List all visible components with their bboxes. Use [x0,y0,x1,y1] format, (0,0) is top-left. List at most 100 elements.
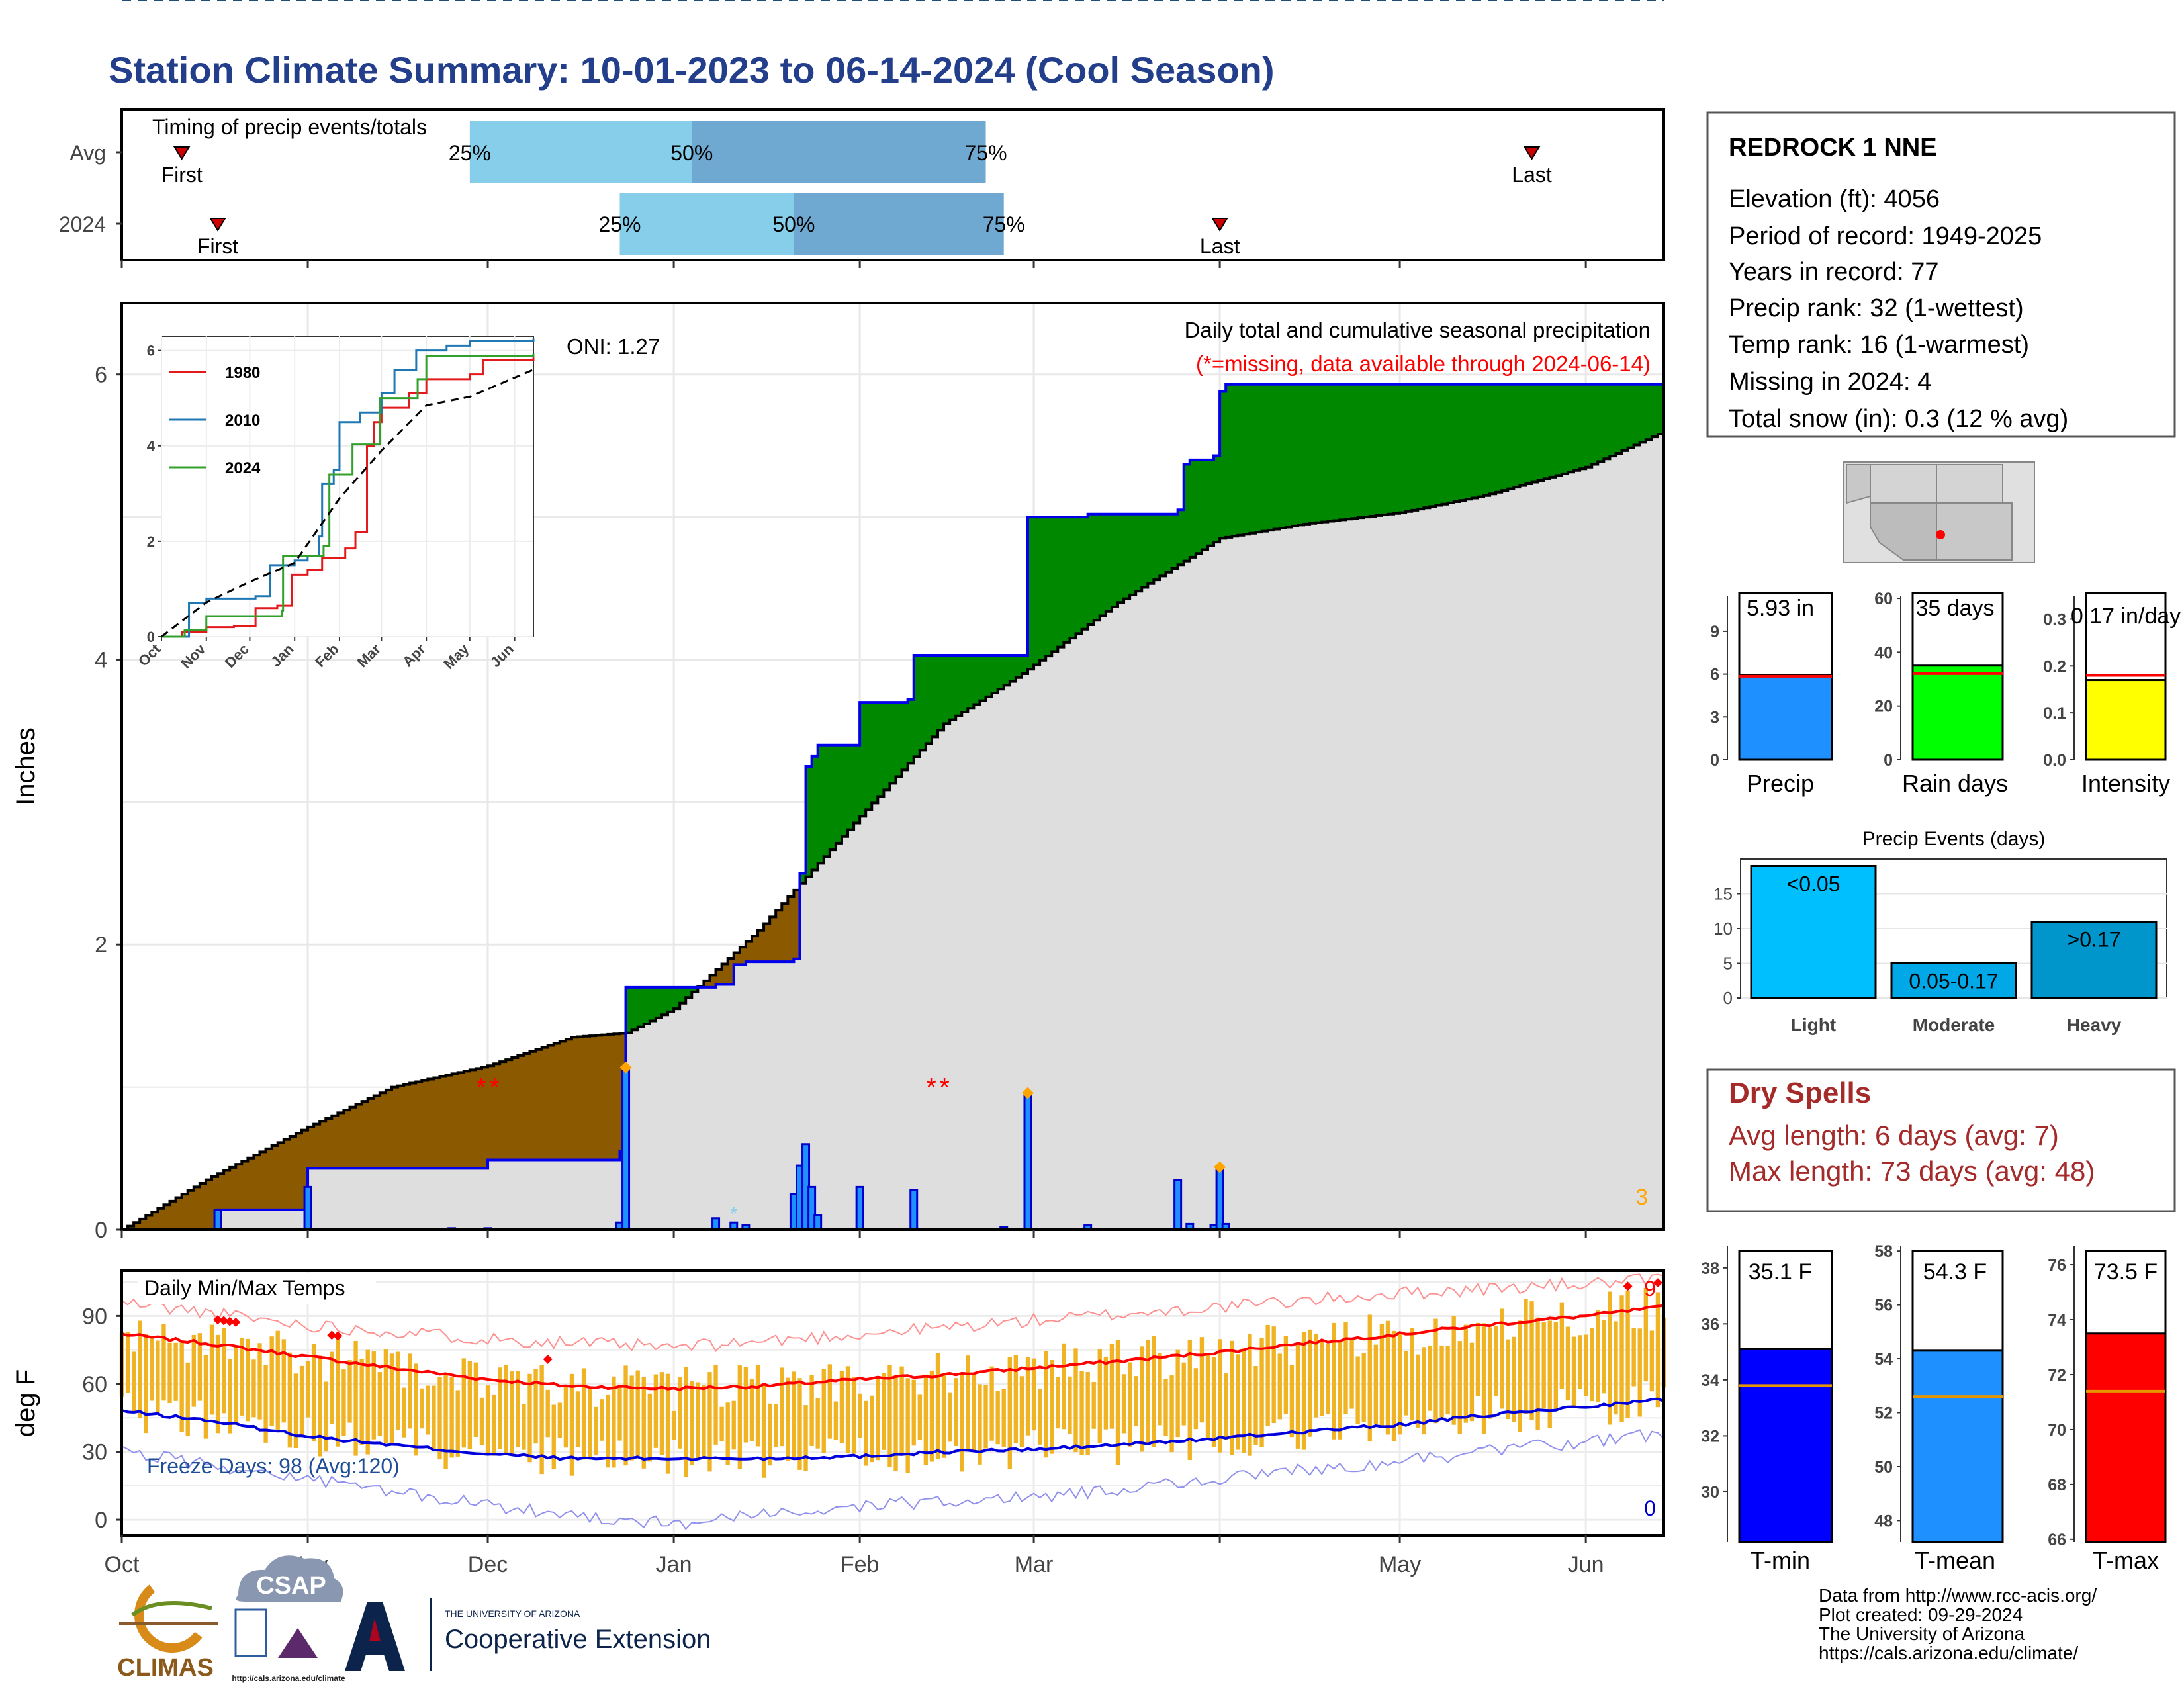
daily-temp-range-bar [870,1395,874,1463]
climas-ground [119,1622,218,1625]
daily-temp-range-bar [1529,1301,1534,1420]
last-event-marker-icon [1523,146,1541,160]
daily-temp-range-bar [755,1365,760,1447]
daily-temp-range-bar [401,1387,406,1438]
daily-temp-range-bar [1469,1342,1475,1422]
daily-temp-range-bar [144,1334,148,1434]
temp-panel-frame [120,1269,1665,1537]
temp-y-axis-label: deg F [11,1369,40,1437]
station-info-box: REDROCK 1 NNE Elevation (ft): 4056 Perio… [1706,111,2176,438]
csap-logo: CSAP http://cals.arizona.edu/climate [232,1555,345,1683]
daily-temp-range-bar [1085,1371,1090,1455]
daily-temp-range-bar [1541,1322,1546,1409]
daily-temp-range-bar [305,1361,310,1418]
daily-temp-range-bar [383,1349,388,1444]
inset-series-line-2010 [161,338,535,638]
intensity-bar-value: 0.17 in/day [2071,604,2181,629]
daily-temp-range-bar [287,1352,293,1448]
temp-stat-2-y-tick-label: 70 [2048,1421,2066,1440]
daily-temp-range-bar [522,1404,526,1450]
precip-y-tick-label: 0 [95,1218,107,1243]
temp-stat-1-y-tick-label: 56 [1874,1297,1893,1315]
daily-temp-range-bar [767,1403,772,1466]
daily-temp-range-bar [1619,1295,1624,1422]
temp-stat-1-y-tick-label: 48 [1874,1512,1893,1530]
daily-temp-range-bar [935,1353,940,1460]
daily-temp-range-bar [774,1404,778,1447]
daily-temp-range-bar [1343,1322,1348,1414]
daily-temp-range-bar [1535,1317,1540,1430]
events-bar-heavy [2030,921,2158,999]
daily-temp-range-bar [437,1377,442,1460]
record-high-marker-icon [1653,1278,1662,1288]
daily-temp-range-bar [702,1385,706,1458]
daily-temp-range-bar [467,1360,473,1449]
large-event-marker-icon [1021,1087,1034,1099]
events-bar-label-light: <0.05 [1787,872,1841,896]
events-category-light: Light [1791,1015,1836,1035]
daily-temp-range-bar [479,1397,484,1445]
daily-temp-range-bar [1259,1338,1264,1447]
events-bar-moderate [1890,962,2017,999]
daily-temp-range-bar [617,1385,622,1441]
daily-temp-range-bar [1373,1344,1378,1424]
daily-temp-range-bar [1631,1328,1636,1387]
map-colorado [1936,464,2003,504]
daily-temp-range-bar [1571,1336,1576,1408]
daily-temp-range-bar [1397,1331,1402,1435]
snow-marker-icon: * [730,1203,737,1224]
daily-temp-range-bar [653,1374,659,1448]
rain-days-bar-label: Rain days [1902,770,2008,797]
average-min-line [121,1397,1664,1461]
station-precip-rank: Precip rank: 32 (1-wettest) [1729,295,2024,322]
daily-temp-range-bar [359,1359,364,1445]
large-event-marker-icon [619,1061,632,1074]
daily-temp-range-bar [647,1393,652,1462]
daily-temp-range-bar [203,1355,208,1439]
daily-temp-range-bar [1109,1344,1115,1429]
daily-temp-range-bar [1121,1374,1126,1434]
ua-divider [430,1598,432,1671]
daily-temp-range-bar [1614,1321,1618,1415]
daily-temp-range-bar [347,1359,352,1423]
daily-temp-range-bar [1379,1324,1385,1426]
temp-stat-0-y-tick-label: 32 [1701,1427,1719,1445]
daily-precip-bar [855,1185,864,1231]
stat-2-y-tick-label: 0.1 [2043,704,2066,723]
daily-temp-range-bar [1199,1337,1205,1423]
daily-temp-range-bar [1013,1355,1019,1444]
daily-temp-range-bar [1295,1343,1300,1449]
daily-temp-range-bar [1079,1371,1084,1455]
daily-temp-range-bar [311,1344,316,1442]
temp-y-tick-label: 90 [82,1304,107,1329]
daily-precip-bar [909,1189,919,1231]
missing-data-marker-icon: * [939,1074,950,1103]
station-elevation: Elevation (ft): 4056 [1729,185,1940,213]
station-years-in-record: Years in record: 77 [1729,258,1939,286]
daily-temp-range-bar [815,1397,820,1449]
map-california [1846,464,1871,504]
precip-deficit-area [128,890,800,1230]
daily-temp-range-bar [960,1373,964,1472]
timing-panel-content: 25% 50% 75% First Last 25% 50% 75% First Last [116,121,1552,258]
month-tick-label: Dec [468,1552,508,1577]
temp-stat-0-y-tick-label: 36 [1701,1315,1719,1334]
temp-stat-1-y-tick-label: 52 [1874,1404,1893,1423]
daily-temp-range-bar [228,1359,232,1434]
inset-y-tick-label: 4 [147,438,156,455]
daily-temp-range-bar [491,1394,496,1456]
daily-temp-range-bar [539,1365,544,1475]
daily-temp-range-bar [251,1359,256,1418]
daily-temp-range-bar [1512,1336,1516,1422]
csap-cloud [236,1555,343,1602]
daily-temp-range-bar [1355,1356,1360,1424]
daily-temp-range-bar [1565,1326,1570,1401]
daily-temp-range-bar [1283,1336,1289,1414]
inset-y-tick-label: 2 [147,533,155,550]
precip-y-tick-label: 6 [95,363,107,388]
daily-temp-range-bar [353,1341,358,1456]
month-tick-label: Mar [1015,1552,1054,1577]
daily-temp-range-bar [972,1373,976,1451]
daily-temp-range-bar [455,1390,460,1457]
